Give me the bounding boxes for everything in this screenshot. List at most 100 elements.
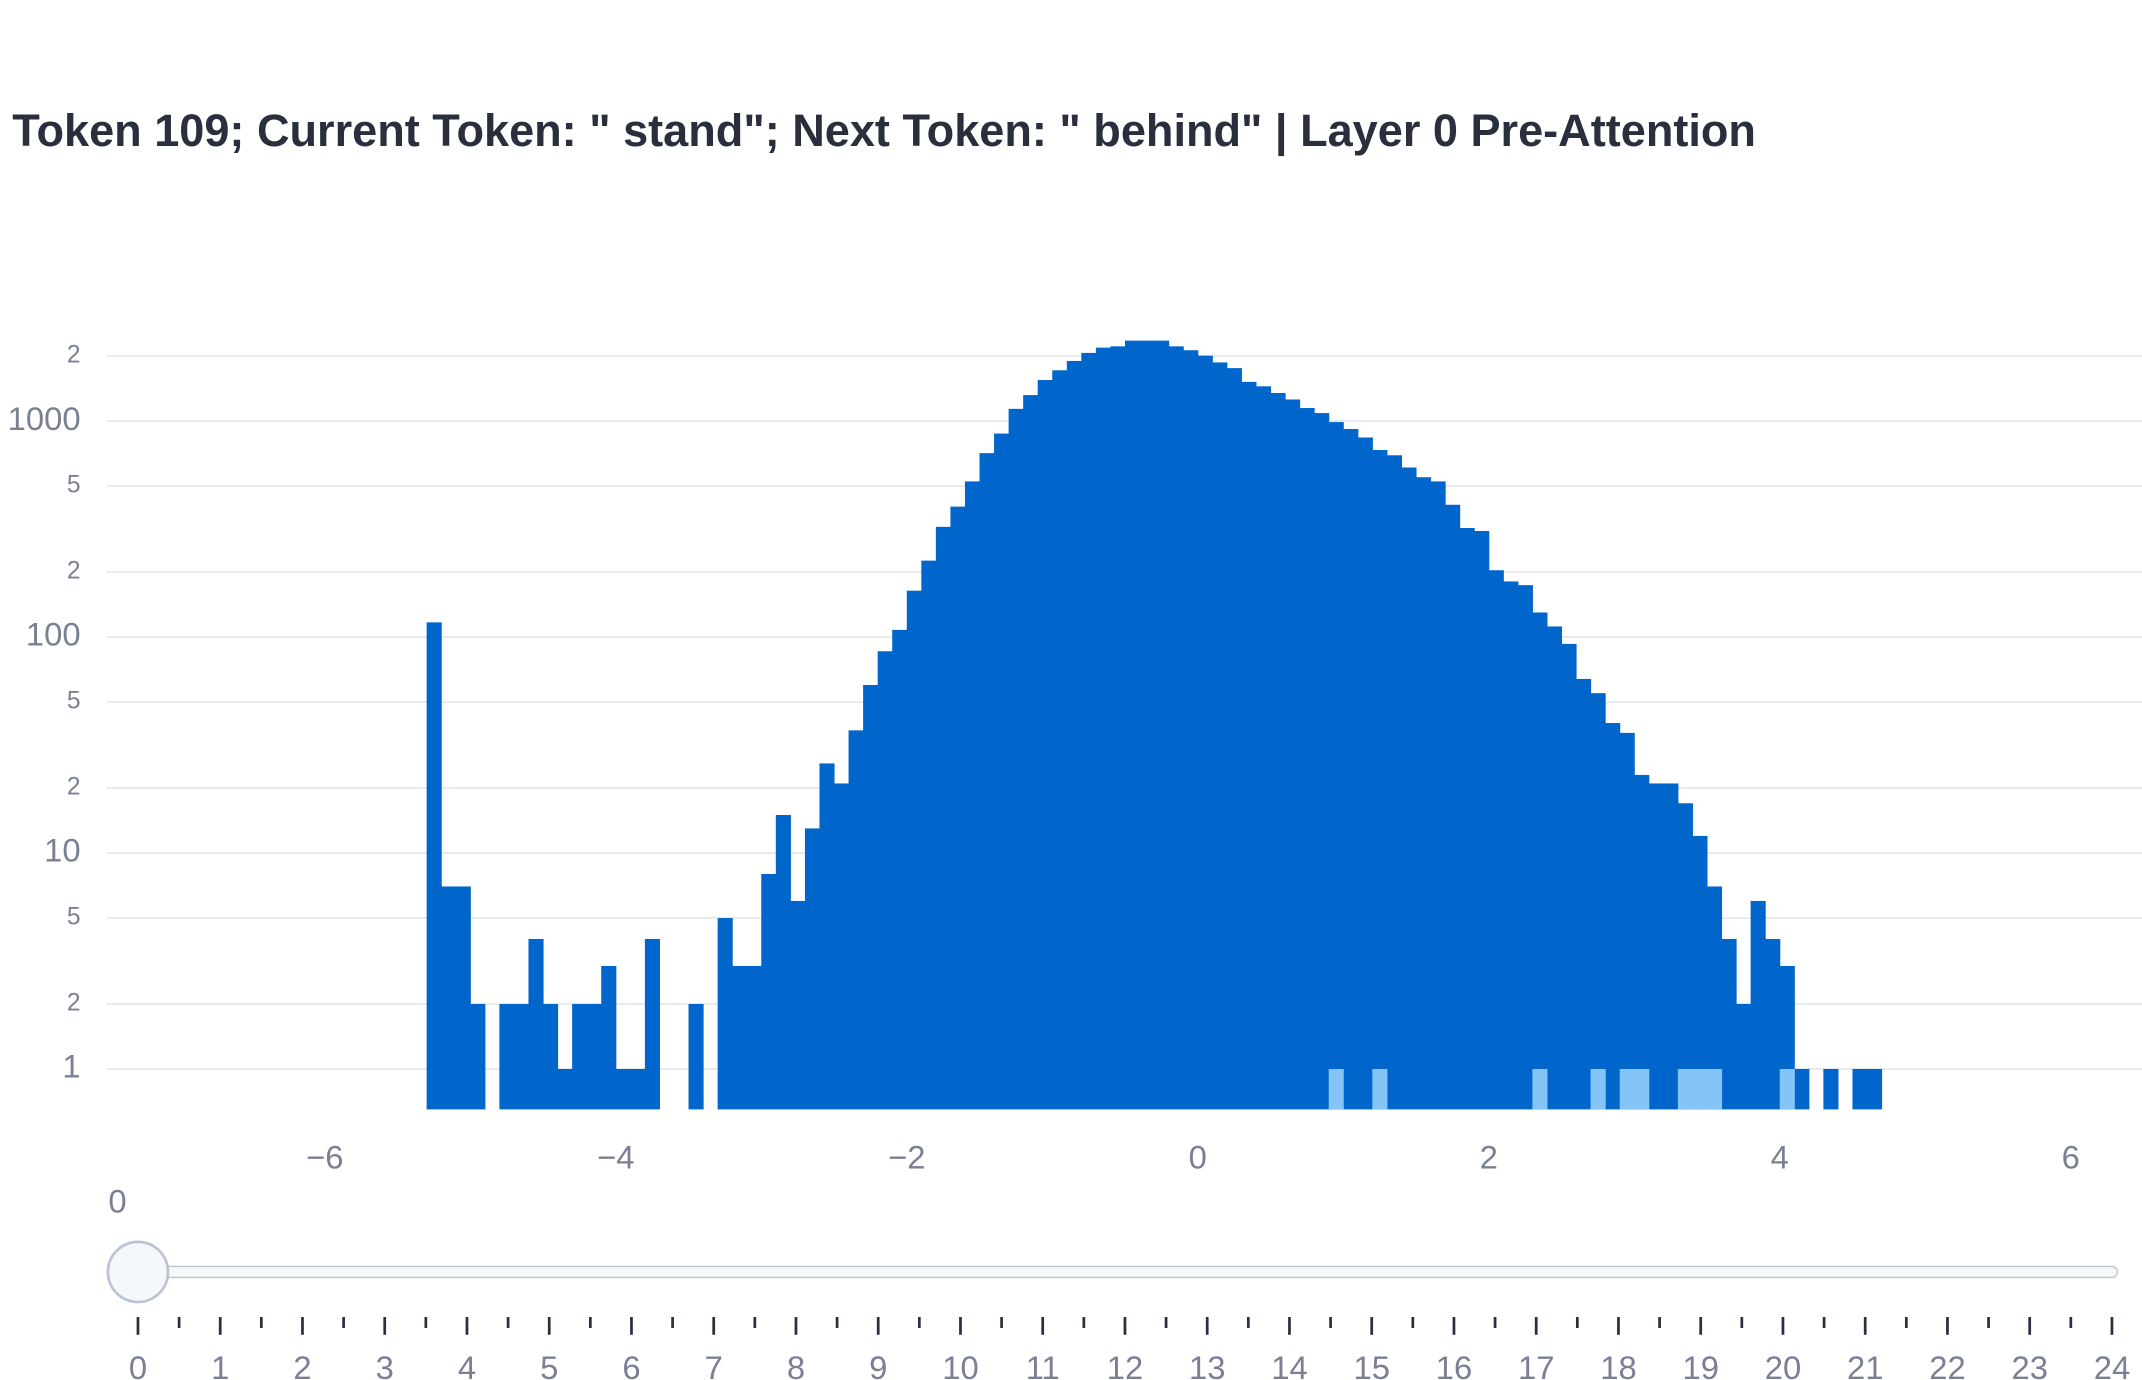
chart-title: Token 109; Current Token: " stand"; Next… (12, 105, 1756, 157)
histogram-bar (994, 433, 1010, 1110)
histogram-bar (1110, 346, 1126, 1110)
histogram-bar (1125, 340, 1141, 1110)
histogram-bar (790, 900, 806, 1110)
y-tick-label: 10 (44, 832, 80, 869)
histogram-bar (1750, 900, 1766, 1110)
histogram-bar (1430, 481, 1446, 1110)
y-tick-label: 1 (62, 1048, 80, 1085)
slider-tick-label: 7 (705, 1349, 723, 1380)
histogram-bar (964, 481, 981, 1110)
histogram-bar (1372, 1068, 1388, 1110)
histogram-bar (1619, 732, 1635, 1110)
histogram-bar (1532, 612, 1548, 1110)
slider-tick-label: 12 (1107, 1349, 1143, 1380)
histogram-bar (1677, 1068, 1693, 1110)
y-tick-label: 5 (67, 472, 81, 499)
histogram-bar (1139, 340, 1155, 1110)
histogram-bar (1212, 362, 1228, 1110)
y-tick-label: 2 (67, 774, 81, 801)
histogram-bar (935, 526, 951, 1110)
x-tick-label: 0 (1189, 1139, 1207, 1176)
slider-current-label: 0 (108, 1182, 126, 1219)
histogram-bar (1590, 693, 1606, 1110)
histogram-bar (1634, 1068, 1650, 1110)
histogram-bar (1736, 1003, 1752, 1110)
slider-track[interactable] (135, 1265, 2119, 1279)
histogram-bar (1517, 585, 1533, 1110)
slider-tick-label: 18 (1600, 1349, 1636, 1380)
histogram-bar (1168, 346, 1184, 1110)
histogram-bar (1023, 395, 1039, 1110)
histogram-bar (1226, 368, 1242, 1110)
histogram-bar (761, 873, 777, 1110)
slider-tick-label: 15 (1353, 1349, 1389, 1380)
y-tick-label: 2 (67, 558, 81, 585)
histogram-bar (1852, 1068, 1868, 1110)
slider-tick-label: 5 (540, 1349, 558, 1380)
histogram-bar (732, 965, 748, 1110)
histogram-bar (979, 453, 995, 1110)
histogram-bar (1183, 350, 1199, 1110)
histogram-bar (1488, 570, 1504, 1110)
histogram-bar (615, 1068, 631, 1110)
x-tick-label: −4 (597, 1139, 634, 1176)
y-tick-label: 1000 (8, 400, 81, 437)
y-tick-label: 5 (67, 904, 81, 931)
x-tick-label: −2 (888, 1139, 925, 1176)
histogram-bar (1372, 450, 1388, 1110)
histogram-bar (1779, 1068, 1795, 1110)
histogram-bar (1328, 422, 1344, 1110)
histogram-bar (1314, 413, 1330, 1110)
histogram-bar (441, 886, 457, 1110)
histogram-bar (499, 1003, 515, 1110)
slider-tick-label: 2 (293, 1349, 311, 1380)
y-tick-label: 2 (67, 342, 81, 369)
slider-tick-label: 6 (622, 1349, 640, 1380)
histogram-bar (1459, 528, 1475, 1110)
histogram-bar (950, 506, 966, 1110)
slider-tick-label: 11 (1026, 1349, 1060, 1380)
histogram-bar (1343, 428, 1359, 1110)
histogram-bar (455, 886, 471, 1110)
histogram-bar (1154, 340, 1170, 1110)
histogram-bar (644, 938, 660, 1110)
histogram-bar (1095, 347, 1112, 1110)
histogram-bar (470, 1003, 486, 1110)
histogram-bar (688, 1003, 704, 1110)
x-tick-label: −6 (306, 1139, 343, 1176)
histogram-bar (1677, 803, 1693, 1110)
slider-tick-label: 13 (1189, 1349, 1225, 1380)
histogram-bar (746, 965, 762, 1110)
histogram-bar (1241, 381, 1257, 1110)
histogram-bar (848, 730, 864, 1110)
slider-tick-label: 4 (458, 1349, 476, 1380)
histogram-bar (1445, 504, 1461, 1110)
slider-tick-label: 19 (1682, 1349, 1718, 1380)
histogram-bar (630, 1068, 646, 1110)
histogram-bar (1605, 723, 1621, 1110)
slider-tick-label: 22 (1929, 1349, 1965, 1380)
histogram-bar (1692, 1068, 1708, 1110)
histogram-bar (426, 622, 442, 1110)
slider-tick-label: 21 (1847, 1349, 1883, 1380)
histogram-bar (1561, 643, 1577, 1110)
histogram-bar (1706, 1068, 1723, 1110)
slider-knob[interactable] (106, 1240, 170, 1304)
histogram-bar (863, 684, 879, 1110)
histogram-bar (1008, 408, 1024, 1110)
histogram-bar (1299, 408, 1315, 1110)
slider-tick-label: 9 (869, 1349, 887, 1380)
histogram-bar (819, 763, 835, 1110)
histogram-bar (1037, 380, 1053, 1110)
histogram-bar (1532, 1068, 1548, 1110)
histogram-bar (1357, 437, 1373, 1110)
x-tick-label: 6 (2062, 1139, 2080, 1176)
histogram-bar (1576, 678, 1592, 1110)
slider-tick-label: 0 (129, 1349, 147, 1380)
histogram-bar (1503, 581, 1519, 1110)
histogram-bar (1270, 392, 1286, 1110)
histogram-bar (1663, 783, 1679, 1110)
histogram-bar (513, 1003, 530, 1110)
histogram-bar (1052, 370, 1068, 1110)
